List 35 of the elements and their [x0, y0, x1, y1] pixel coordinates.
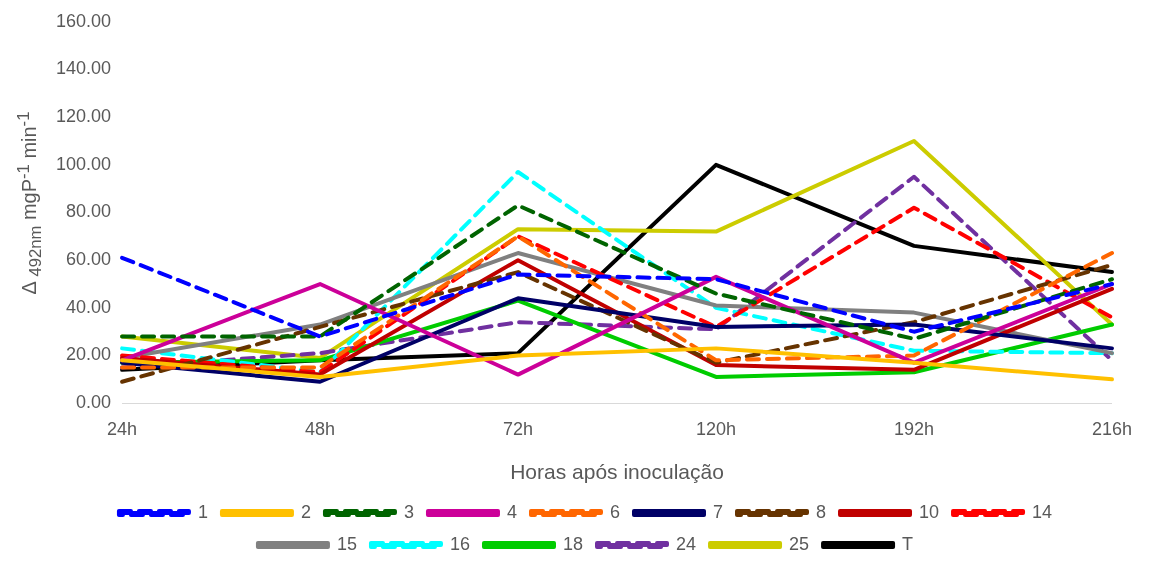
- y-tick-label: 120.00: [55, 106, 112, 127]
- y-tick-label: 0.00: [76, 392, 112, 413]
- line-series: [120, 203, 1114, 341]
- x-tick-label: 192h: [893, 418, 935, 439]
- legend-label: 25: [789, 533, 810, 554]
- legend-label: 2: [300, 501, 311, 522]
- x-axis-title: Horas após inoculação: [510, 460, 724, 484]
- line-series: [120, 234, 1114, 370]
- y-tick-label: 40.00: [66, 296, 112, 317]
- line-series: [120, 255, 1114, 339]
- legend-label: 1: [197, 501, 208, 522]
- legend-label: 24: [676, 533, 697, 554]
- y-tick-label: 140.00: [55, 58, 112, 79]
- legend-label: 16: [449, 533, 470, 554]
- x-tick-label: 48h: [305, 418, 336, 439]
- x-tick-label: 24h: [107, 418, 138, 439]
- y-tick-label: 100.00: [55, 153, 112, 174]
- legend-label: T: [902, 533, 914, 554]
- legend-label: 7: [712, 501, 724, 522]
- y-tick-label: 160.00: [55, 10, 112, 31]
- y-tick-label: 60.00: [66, 249, 112, 270]
- x-tick-label: 216h: [1091, 418, 1132, 439]
- legend-label: 18: [562, 533, 584, 554]
- legend-label: 4: [506, 501, 517, 522]
- y-tick-label: 20.00: [66, 344, 112, 365]
- legend-label: 8: [816, 501, 827, 522]
- legend-label: 6: [609, 501, 620, 522]
- y-tick-label: 80.00: [66, 201, 112, 222]
- x-tick-label: 72h: [503, 418, 534, 439]
- legend-label: 10: [919, 501, 940, 522]
- x-tick-label: 120h: [695, 418, 737, 439]
- legend-label: 14: [1032, 501, 1053, 522]
- legend-label: 3: [403, 501, 414, 522]
- legend-label: 15: [336, 533, 357, 554]
- line-series: [120, 205, 1114, 375]
